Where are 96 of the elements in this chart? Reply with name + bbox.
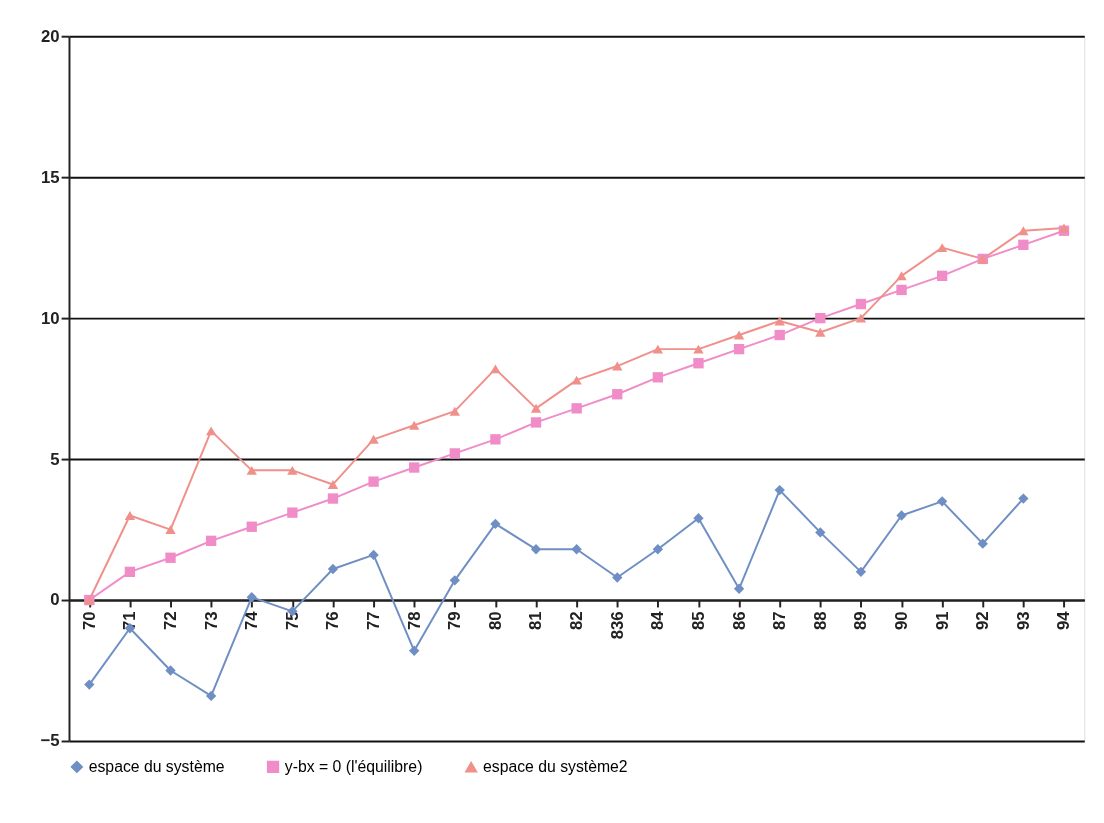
point (124, 566, 136, 578)
point (612, 389, 623, 400)
x-tick-label: 82 (567, 611, 587, 631)
point (530, 403, 542, 413)
x-tick-label: 90 (891, 611, 911, 631)
x-tick-label: 78 (404, 611, 424, 631)
point (855, 566, 867, 578)
point (490, 518, 501, 530)
x-tick-label: 86 (729, 611, 749, 631)
point (896, 271, 907, 281)
point (368, 549, 379, 561)
x-tick-label: 80 (485, 611, 505, 631)
x-tick-label: 91 (932, 611, 952, 631)
point (165, 525, 176, 535)
y-tick-label: −5 (40, 731, 60, 751)
x-tick-label: 84 (648, 610, 668, 631)
point (733, 583, 745, 594)
point (205, 535, 217, 546)
point (409, 462, 420, 473)
point (490, 364, 501, 374)
x-tick-label: 89 (851, 611, 871, 631)
point (652, 544, 664, 555)
point (205, 426, 217, 436)
point (612, 361, 623, 371)
point (205, 690, 217, 702)
x-tick-label: 74 (242, 610, 262, 631)
point (733, 330, 745, 340)
point (1018, 493, 1029, 504)
point (449, 448, 460, 459)
point (246, 521, 257, 532)
point (612, 572, 623, 583)
x-tick-label: 93 (1013, 611, 1033, 631)
point (896, 284, 907, 296)
legend-label: espace du système2 (483, 758, 628, 776)
y-tick-label: 10 (41, 308, 60, 328)
point (815, 312, 826, 324)
point (936, 496, 948, 507)
point (409, 420, 420, 430)
point (327, 493, 339, 504)
point (571, 403, 582, 414)
point (165, 552, 176, 563)
point (855, 313, 867, 323)
point (571, 375, 582, 385)
point (774, 329, 785, 341)
point (124, 510, 136, 520)
x-tick-label: 88 (810, 611, 830, 631)
point (246, 592, 257, 603)
point (449, 575, 460, 586)
point (652, 372, 664, 383)
x-tick-label: 836 (607, 611, 627, 640)
point (165, 665, 176, 676)
point (287, 507, 298, 518)
y-tick-label: 5 (50, 449, 60, 469)
x-tick-label: 92 (973, 611, 993, 631)
legend-label: y-bx = 0 (l'équilibre) (284, 757, 423, 775)
x-tick-label: 70 (79, 611, 99, 631)
point (490, 434, 501, 445)
point (246, 465, 257, 475)
point (449, 406, 460, 416)
y-tick-label: 20 (41, 26, 60, 46)
point (815, 327, 826, 337)
point (733, 343, 745, 355)
point (530, 417, 542, 428)
x-tick-label: 76 (323, 611, 343, 631)
x-tick-label: 81 (526, 611, 546, 631)
point (652, 344, 664, 354)
y-tick-label: 15 (41, 167, 60, 187)
point (693, 513, 704, 524)
point (855, 298, 867, 310)
point (693, 344, 704, 354)
x-tick-label: 77 (364, 611, 384, 631)
point (368, 476, 379, 487)
point (936, 270, 948, 281)
x-tick-label: 85 (688, 611, 708, 631)
point (1018, 239, 1029, 250)
x-tick-label: 73 (201, 611, 221, 631)
point (409, 645, 420, 656)
point (1018, 226, 1029, 236)
y-tick-label: 0 (50, 590, 60, 610)
x-tick-label: 79 (445, 611, 465, 631)
point (327, 479, 339, 489)
point (84, 679, 95, 690)
point (571, 544, 582, 555)
point (977, 538, 988, 549)
point (896, 510, 907, 521)
point (774, 484, 785, 496)
point (815, 527, 826, 538)
point (327, 563, 339, 575)
point (287, 465, 298, 475)
legend-label: espace du système (88, 757, 225, 775)
x-tick-label: 72 (160, 611, 180, 631)
point (530, 544, 542, 555)
point (693, 358, 704, 369)
x-tick-label: 87 (770, 611, 790, 631)
point (368, 434, 379, 444)
x-tick-label: 94 (1054, 610, 1074, 631)
